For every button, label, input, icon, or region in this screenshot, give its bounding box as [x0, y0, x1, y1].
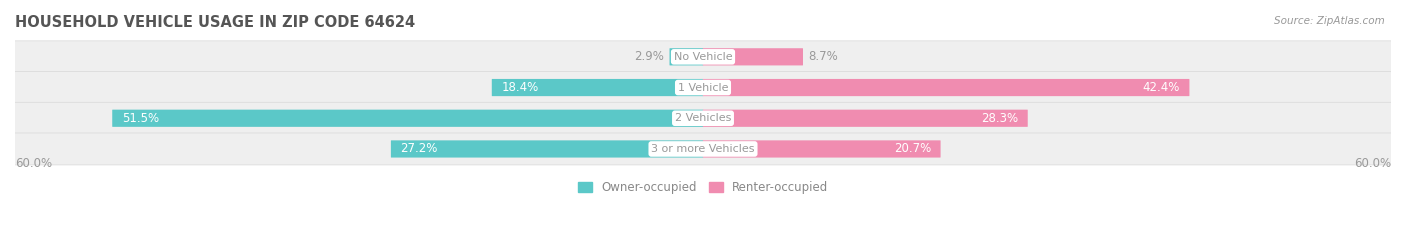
- Text: 28.3%: 28.3%: [981, 112, 1018, 125]
- Legend: Owner-occupied, Renter-occupied: Owner-occupied, Renter-occupied: [578, 181, 828, 194]
- Text: 3 or more Vehicles: 3 or more Vehicles: [651, 144, 755, 154]
- FancyBboxPatch shape: [14, 102, 1392, 134]
- Text: 27.2%: 27.2%: [401, 142, 437, 155]
- FancyBboxPatch shape: [703, 48, 803, 65]
- Text: 2 Vehicles: 2 Vehicles: [675, 113, 731, 123]
- Text: 8.7%: 8.7%: [808, 50, 838, 63]
- Text: 18.4%: 18.4%: [501, 81, 538, 94]
- Text: 60.0%: 60.0%: [1354, 158, 1391, 171]
- FancyBboxPatch shape: [492, 79, 703, 96]
- Text: 2.9%: 2.9%: [634, 50, 664, 63]
- FancyBboxPatch shape: [14, 133, 1392, 165]
- FancyBboxPatch shape: [703, 79, 1189, 96]
- Text: No Vehicle: No Vehicle: [673, 52, 733, 62]
- FancyBboxPatch shape: [14, 41, 1392, 73]
- Text: 42.4%: 42.4%: [1143, 81, 1180, 94]
- FancyBboxPatch shape: [112, 110, 703, 127]
- Text: 20.7%: 20.7%: [894, 142, 931, 155]
- FancyBboxPatch shape: [703, 110, 1028, 127]
- Text: 60.0%: 60.0%: [15, 158, 52, 171]
- FancyBboxPatch shape: [14, 72, 1392, 103]
- FancyBboxPatch shape: [703, 140, 941, 158]
- FancyBboxPatch shape: [669, 48, 703, 65]
- Text: 1 Vehicle: 1 Vehicle: [678, 82, 728, 93]
- Text: HOUSEHOLD VEHICLE USAGE IN ZIP CODE 64624: HOUSEHOLD VEHICLE USAGE IN ZIP CODE 6462…: [15, 15, 415, 30]
- FancyBboxPatch shape: [391, 140, 703, 158]
- Text: Source: ZipAtlas.com: Source: ZipAtlas.com: [1274, 16, 1385, 26]
- Text: 51.5%: 51.5%: [122, 112, 159, 125]
